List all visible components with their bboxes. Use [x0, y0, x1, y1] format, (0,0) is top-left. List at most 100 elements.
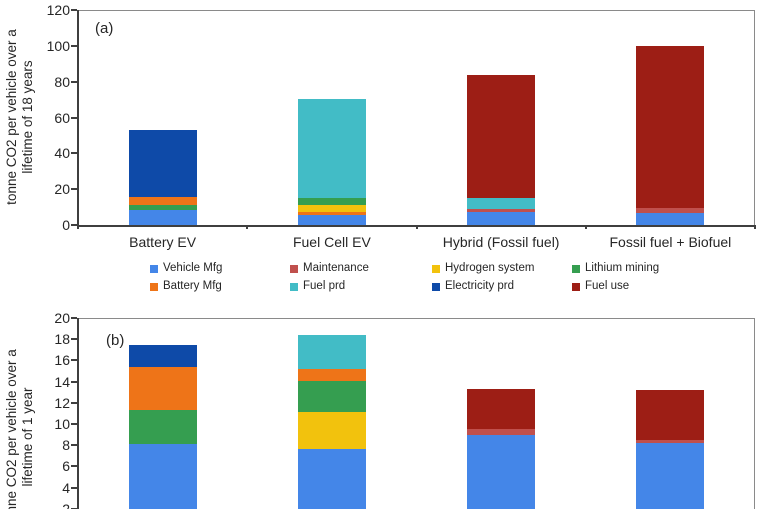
- y-tick-mark: [71, 401, 77, 404]
- bar-segment-vehicle_mfg: [467, 211, 536, 225]
- bar-segment-battery_mfg: [297, 211, 366, 215]
- bar-segment-vehicle_mfg: [636, 213, 705, 225]
- y-axis-title-a: tonne CO2 per vehicle over a lifetime of …: [4, 0, 36, 237]
- y-tick-label: 4: [62, 479, 70, 496]
- x-category-label: Battery EV: [129, 234, 197, 250]
- bar-segment-maintenance: [636, 207, 705, 214]
- bar-segment-hydrogen_system: [297, 412, 366, 450]
- y-tick-mark: [71, 359, 77, 362]
- x-category-label: Hybrid (Fossil fuel): [442, 234, 560, 250]
- bar-segment-lithium_mining: [297, 380, 366, 413]
- legend-swatch-maintenance: [290, 264, 298, 273]
- panel-label-b: (b): [106, 332, 125, 349]
- legend-label: Fuel prd: [303, 280, 346, 292]
- y-tick-label: 80: [54, 73, 70, 90]
- legend-item-electricity_prd: Electricity prd: [432, 280, 572, 293]
- plot-top-border: [78, 318, 755, 319]
- y-axis-title-line: lifetime of 1 year: [20, 387, 35, 487]
- bar-segment-fuel_use: [636, 390, 705, 440]
- x-tick-mark: [754, 225, 756, 229]
- y-tick-mark: [71, 486, 77, 489]
- legend-label: Lithium mining: [585, 262, 660, 274]
- panel-label-a: (a): [95, 20, 114, 37]
- bar-segment-lithium_mining: [128, 410, 197, 445]
- bar-segment-fuel_prd: [297, 98, 366, 198]
- y-tick-label: 120: [46, 2, 70, 18]
- y-tick-mark: [71, 188, 77, 191]
- y-tick-mark: [71, 465, 77, 468]
- panel-b-plot: 02468101214161820(b): [54, 310, 755, 509]
- y-tick-mark: [71, 9, 77, 11]
- y-tick-mark: [71, 224, 77, 226]
- legend-swatch-fuel_use: [572, 282, 580, 291]
- legend-swatch-fuel_prd: [290, 282, 298, 291]
- legend-swatch-hydrogen_system: [432, 264, 440, 273]
- y-tick-mark: [71, 338, 77, 341]
- legend-swatch-electricity_prd: [432, 282, 440, 291]
- legend-label: Electricity prd: [445, 280, 515, 292]
- legend-item-hydrogen_system: Hydrogen system: [432, 262, 572, 275]
- legend-item-vehicle_mfg: Vehicle Mfg: [150, 262, 290, 275]
- legend-swatch-lithium_mining: [572, 264, 580, 273]
- legend-item-fuel_prd: Fuel prd: [290, 280, 432, 293]
- y-axis-title-line: tonne CO2 per vehicle over a: [4, 349, 19, 509]
- bar-segment-lithium_mining: [128, 205, 197, 210]
- x-category-label: Fossil fuel + Biofuel: [609, 234, 732, 250]
- y-axis-line: [77, 10, 79, 227]
- y-axis-title-line: tonne CO2 per vehicle over a: [4, 29, 19, 205]
- bar-segment-electricity_prd: [128, 344, 197, 367]
- x-tick-mark: [584, 225, 587, 229]
- y-tick-label: 10: [54, 416, 70, 432]
- legend-item-maintenance: Maintenance: [290, 262, 432, 275]
- bar-segment-vehicle_mfg: [297, 214, 366, 225]
- y-tick-label: 60: [54, 109, 70, 126]
- y-axis-title-b: tonne CO2 per vehicle over a lifetime of …: [4, 317, 36, 509]
- bar-segment-battery_mfg: [297, 368, 366, 381]
- y-tick-label: 20: [54, 310, 70, 326]
- panel-a-plot: 0 20 40 60 80 100 120 Battery EV Fuel Cell EV Hyb…: [47, 2, 756, 250]
- y-axis-line: [77, 318, 79, 509]
- bar-segment-hydrogen_system: [297, 204, 366, 212]
- legend-item-fuel_use: Fuel use: [572, 280, 722, 293]
- legend-label: Maintenance: [303, 262, 369, 274]
- bar-segment-fuel_use: [467, 389, 536, 430]
- bar-segment-battery_mfg: [128, 197, 197, 206]
- y-tick-label: 16: [54, 352, 70, 369]
- bar-segment-fuel_use: [467, 75, 536, 199]
- y-tick-mark: [71, 317, 77, 319]
- legend-item-lithium_mining: Lithium mining: [572, 262, 722, 275]
- y-tick-label: 2: [62, 500, 70, 509]
- y-tick-mark: [71, 44, 77, 47]
- y-tick-mark: [71, 380, 77, 383]
- y-tick-label: 20: [54, 181, 70, 198]
- bar-segment-battery_mfg: [128, 366, 197, 411]
- y-tick-mark: [71, 80, 77, 83]
- y-tick-mark: [71, 152, 77, 155]
- legend-swatch-battery_mfg: [150, 282, 158, 291]
- legend-label: Vehicle Mfg: [163, 262, 223, 274]
- bar-segment-vehicle_mfg: [636, 443, 705, 509]
- x-tick-mark: [77, 225, 79, 229]
- bar-segment-fuel_prd: [297, 334, 366, 369]
- y-tick-label: 18: [54, 331, 70, 348]
- plot-top-border: [78, 10, 755, 11]
- bar-segment-maintenance: [636, 439, 705, 444]
- legend-label: Fuel use: [585, 280, 630, 292]
- x-category-label: Fuel Cell EV: [292, 234, 371, 250]
- bar-segment-vehicle_mfg: [128, 209, 197, 225]
- bar-segment-vehicle_mfg: [297, 449, 366, 509]
- x-tick-mark: [246, 225, 249, 229]
- x-tick-mark: [415, 225, 418, 229]
- bar-segment-maintenance: [467, 429, 536, 435]
- y-tick-mark: [71, 423, 77, 425]
- plot-right-border: [754, 10, 755, 225]
- y-tick-mark: [71, 507, 77, 509]
- bar-segment-vehicle_mfg: [128, 444, 197, 509]
- y-axis-title-line: lifetime of 18 years: [20, 60, 35, 174]
- y-tick-label: 8: [62, 437, 70, 454]
- legend: Vehicle Mfg Maintenance Hydrogen system Lit…: [150, 262, 722, 293]
- legend-label: Battery Mfg: [163, 280, 222, 292]
- bar-segment-fuel_prd: [467, 198, 536, 210]
- y-tick-label: 100: [46, 37, 70, 54]
